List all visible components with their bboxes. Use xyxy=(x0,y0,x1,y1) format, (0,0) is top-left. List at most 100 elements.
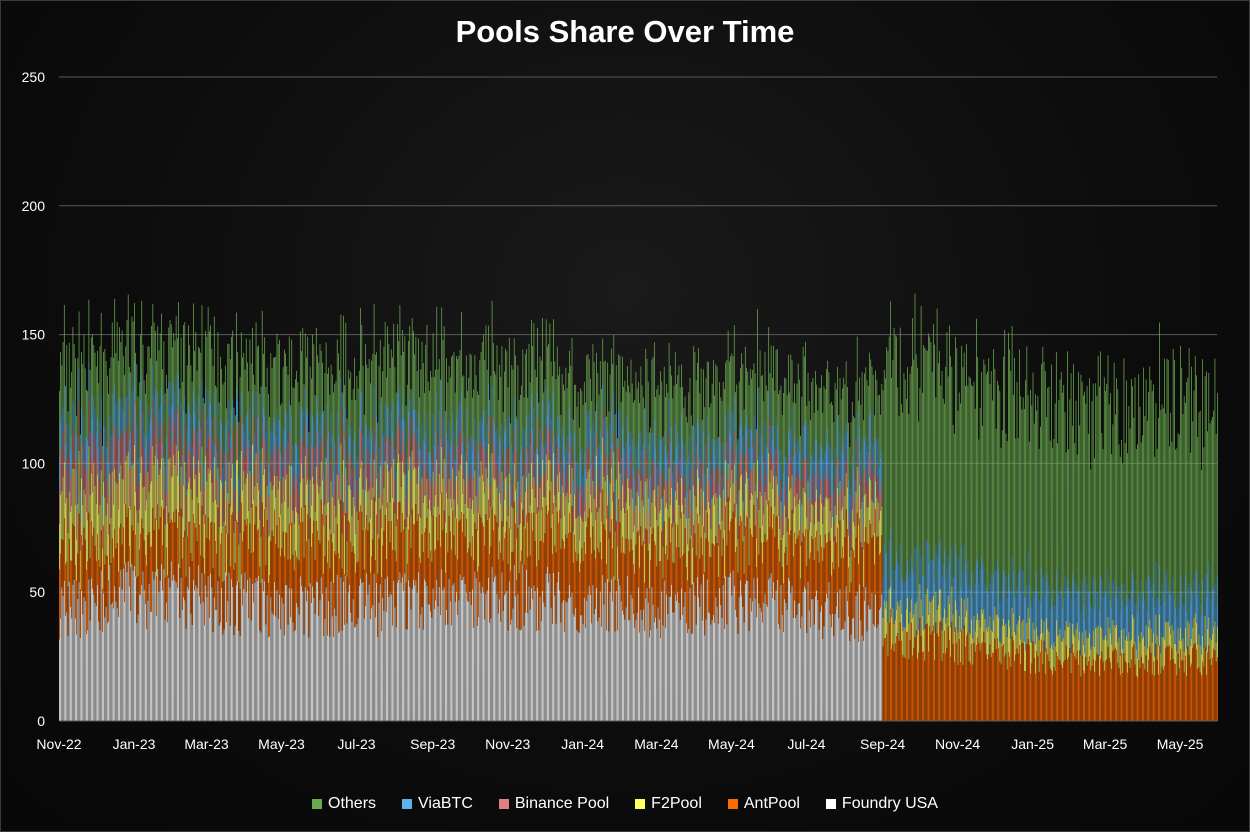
bar-segment xyxy=(506,521,508,591)
bar-segment xyxy=(846,487,848,530)
bar-segment xyxy=(138,594,140,721)
bar-segment xyxy=(93,527,95,595)
bar-segment xyxy=(656,628,658,721)
bar-segment xyxy=(285,353,286,409)
bar-segment xyxy=(162,369,164,443)
bar-segment xyxy=(535,484,537,514)
bar-segment xyxy=(136,577,138,623)
bar-segment xyxy=(749,368,751,429)
bar-segment xyxy=(435,494,436,550)
bar-segment xyxy=(243,352,245,425)
bar-segment xyxy=(1006,636,1008,670)
bar-segment xyxy=(1095,628,1097,661)
bar-segment xyxy=(186,586,188,721)
bar-segment xyxy=(515,355,516,421)
bar-segment xyxy=(797,363,799,439)
bar-segment xyxy=(200,428,202,467)
bar-segment xyxy=(312,586,313,721)
bar-segment xyxy=(795,544,797,618)
bar-segment xyxy=(77,598,79,721)
bar-segment xyxy=(832,562,833,614)
bar-segment xyxy=(856,411,858,440)
bar-segment xyxy=(717,437,719,485)
bar-segment xyxy=(708,541,709,613)
bar-segment xyxy=(909,640,911,721)
bar-segment xyxy=(256,482,258,531)
bar-segment xyxy=(397,519,398,584)
bar-segment xyxy=(662,526,664,547)
bar-segment xyxy=(90,396,92,433)
bar-segment xyxy=(365,343,366,427)
bar-segment xyxy=(964,616,966,647)
bar-segment xyxy=(335,464,337,492)
bar-segment xyxy=(706,512,708,580)
bar-segment xyxy=(1031,663,1033,721)
bar-segment xyxy=(507,465,509,491)
bar-segment xyxy=(545,505,547,574)
bar-segment xyxy=(250,507,252,554)
bar-segment xyxy=(1170,412,1172,595)
bar-segment xyxy=(855,491,857,538)
bar-segment xyxy=(908,623,910,660)
bar-segment xyxy=(827,360,829,427)
bar-segment xyxy=(629,392,631,446)
bar-segment xyxy=(977,357,979,559)
bar-segment xyxy=(676,447,677,477)
bar-segment xyxy=(663,432,665,468)
bar-segment xyxy=(71,618,73,721)
bar-segment xyxy=(188,441,189,483)
bar-segment xyxy=(447,439,449,479)
bar-segment xyxy=(110,434,112,472)
bar-segment xyxy=(824,389,826,453)
bar-segment xyxy=(1017,653,1019,721)
bar-segment xyxy=(765,385,767,445)
bar-segment xyxy=(365,464,366,490)
bar-segment xyxy=(222,634,224,721)
bar-segment xyxy=(709,407,711,460)
bar-segment xyxy=(137,396,139,459)
bar-segment xyxy=(290,465,291,495)
bar-segment xyxy=(610,579,612,721)
bar-segment xyxy=(132,388,134,428)
bar-segment xyxy=(370,518,371,573)
bar-segment xyxy=(818,521,820,563)
bar-segment xyxy=(290,617,291,721)
bar-segment xyxy=(263,474,264,528)
bar-segment xyxy=(513,429,515,464)
bar-segment xyxy=(671,425,672,459)
bar-segment xyxy=(731,411,733,446)
bar-segment xyxy=(1116,378,1117,586)
bar-segment xyxy=(871,441,873,471)
bar-segment xyxy=(416,483,418,522)
bar-segment xyxy=(1071,643,1073,721)
bar-segment xyxy=(328,601,329,721)
bar-segment xyxy=(542,459,543,508)
bar-segment xyxy=(1133,644,1135,721)
bar-segment xyxy=(779,500,781,529)
bar-segment xyxy=(640,526,642,610)
bar-segment xyxy=(657,526,659,608)
bar-segment xyxy=(567,482,569,503)
bar-segment xyxy=(68,539,70,582)
bar-segment xyxy=(586,478,588,528)
bar-segment xyxy=(516,538,518,581)
bar-segment xyxy=(247,518,248,580)
bar-segment xyxy=(345,467,347,514)
bar-segment xyxy=(223,580,225,630)
bar-segment xyxy=(467,552,468,601)
bar-segment xyxy=(494,371,495,425)
bar-segment xyxy=(1059,379,1061,591)
bar-segment xyxy=(583,484,585,512)
bar-segment xyxy=(1155,643,1157,721)
bar-segment xyxy=(366,573,368,721)
bar-segment xyxy=(392,461,393,499)
bar-segment xyxy=(604,360,606,417)
bar-segment xyxy=(709,459,711,485)
bar-segment xyxy=(271,368,273,430)
bar-segment xyxy=(762,525,763,564)
bar-segment xyxy=(448,365,450,421)
bar-segment xyxy=(875,370,877,438)
bar-segment xyxy=(491,300,493,387)
bar-segment xyxy=(945,366,947,582)
bar-segment xyxy=(302,410,304,443)
